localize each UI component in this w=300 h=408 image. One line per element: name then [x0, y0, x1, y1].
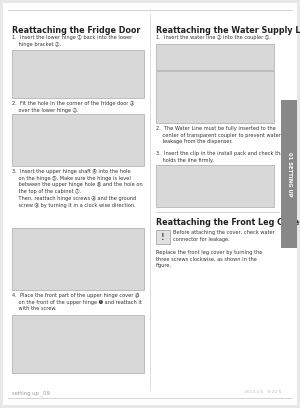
Text: 3.  Insert the clip in the install pack and check that it
    holds the line ﬁrm: 3. Insert the clip in the install pack a…: [156, 151, 290, 163]
Bar: [156, 230, 170, 244]
Bar: [156, 165, 274, 207]
Text: 2.  Fit the hole in the corner of the fridge door ➂
    over the lower hinge ➁.: 2. Fit the hole in the corner of the fri…: [12, 101, 134, 113]
Bar: [12, 315, 144, 373]
Text: Reattaching the Water Supply Line: Reattaching the Water Supply Line: [156, 26, 300, 35]
Text: 2013.3.6   9:22:5: 2013.3.6 9:22:5: [244, 390, 282, 394]
Text: 3.  Insert the upper hinge shaft ➃ into the hole
    on the hinge ➄. Make sure t: 3. Insert the upper hinge shaft ➃ into t…: [12, 169, 142, 208]
Bar: [156, 71, 274, 123]
Bar: [281, 100, 297, 248]
Text: 01 SETTING UP: 01 SETTING UP: [286, 152, 292, 196]
Text: Before attaching the cover, check water
connector for leakage.: Before attaching the cover, check water …: [173, 230, 275, 242]
Bar: [12, 228, 144, 290]
Text: 2.  The Water Line must be fully inserted to the
    center of transparent coupl: 2. The Water Line must be fully inserted…: [156, 126, 281, 144]
Text: 4.  Place the front part of the upper hinge cover ➉
    on the front of the uppe: 4. Place the front part of the upper hin…: [12, 293, 142, 311]
Text: Reattaching the Front Leg Cover: Reattaching the Front Leg Cover: [156, 218, 300, 227]
Bar: [156, 44, 274, 70]
Text: 1.  Insert the water line ➁ into the coupler ➀.: 1. Insert the water line ➁ into the coup…: [156, 35, 271, 40]
Text: Reattaching the Fridge Door: Reattaching the Fridge Door: [12, 26, 140, 35]
Text: setting up _09: setting up _09: [12, 390, 50, 396]
Bar: [12, 50, 144, 98]
Text: Replace the front leg cover by turning the
three screws clockwise, as shown in t: Replace the front leg cover by turning t…: [156, 250, 262, 268]
Bar: [12, 114, 144, 166]
Text: !: !: [161, 233, 165, 242]
Text: 1.  Insert the lower hinge ➀ back into the lower
    hinge bracket ➁.: 1. Insert the lower hinge ➀ back into th…: [12, 35, 132, 47]
